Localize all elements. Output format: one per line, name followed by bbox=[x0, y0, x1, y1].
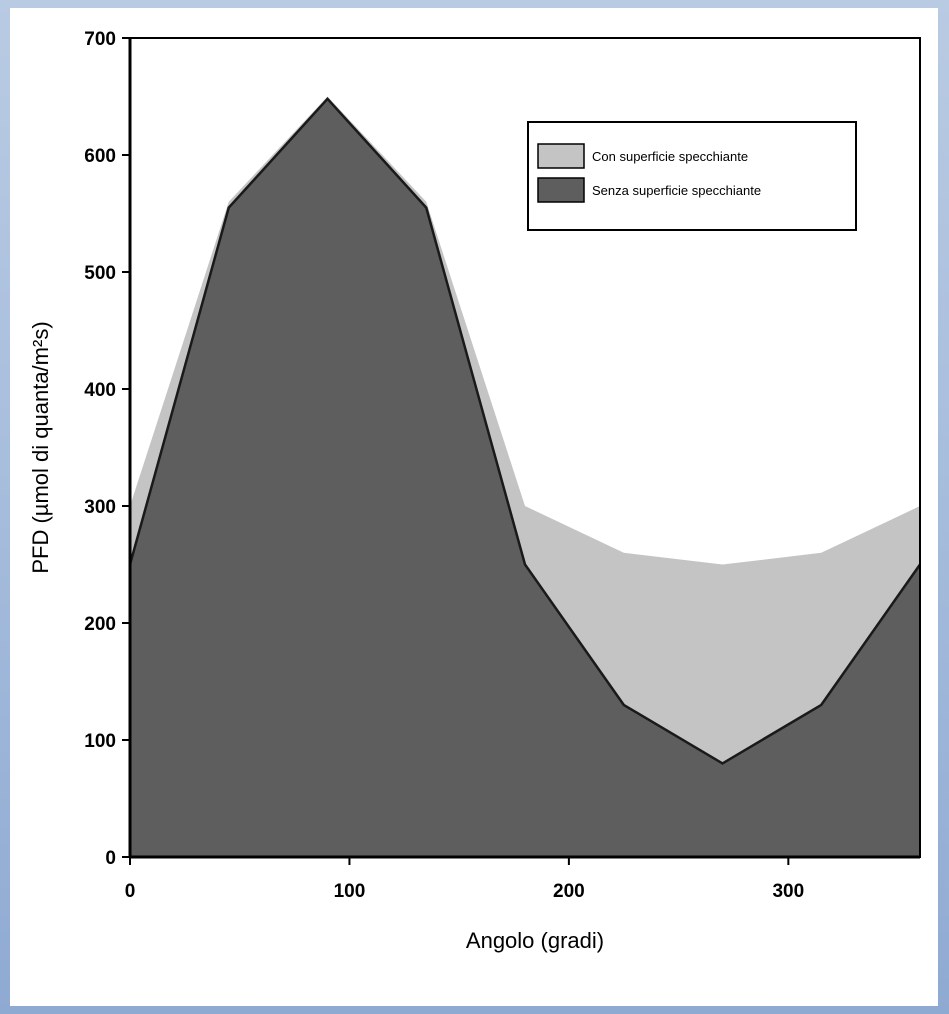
x-axis-label: Angolo (gradi) bbox=[466, 928, 604, 953]
x-tick-label: 200 bbox=[553, 881, 585, 902]
x-tick-label: 0 bbox=[125, 881, 136, 902]
area-series-1 bbox=[130, 98, 920, 858]
area-chart: 0 100 200 300 400 500 600 700 0 100 200 300 Angolo … bbox=[28, 29, 922, 953]
y-tick-label: 200 bbox=[84, 614, 116, 635]
legend: Con superficie specchiante Senza superfic… bbox=[527, 121, 857, 231]
x-tick-label: 300 bbox=[772, 881, 804, 902]
legend-swatch bbox=[537, 177, 585, 203]
y-tick-label: 400 bbox=[84, 380, 116, 401]
y-axis-label: PFD (µmol di quanta/m²s) bbox=[28, 321, 53, 573]
y-tick-label: 600 bbox=[84, 146, 116, 167]
y-tick-label: 300 bbox=[84, 497, 116, 518]
series-outline-line bbox=[128, 96, 922, 765]
chart-frame: 0 100 200 300 400 500 600 700 0 100 200 300 Angolo … bbox=[10, 8, 938, 1006]
legend-swatch bbox=[537, 143, 585, 169]
y-tick-label: 500 bbox=[84, 263, 116, 284]
legend-box bbox=[527, 121, 857, 231]
y-tick-label: 700 bbox=[84, 29, 116, 50]
legend-label: Con superficie specchiante bbox=[592, 149, 748, 164]
legend-label: Senza superficie specchiante bbox=[592, 183, 761, 198]
y-tick-label: 100 bbox=[84, 731, 116, 752]
x-tick-label: 100 bbox=[334, 881, 366, 902]
y-tick-label: 0 bbox=[105, 848, 116, 869]
